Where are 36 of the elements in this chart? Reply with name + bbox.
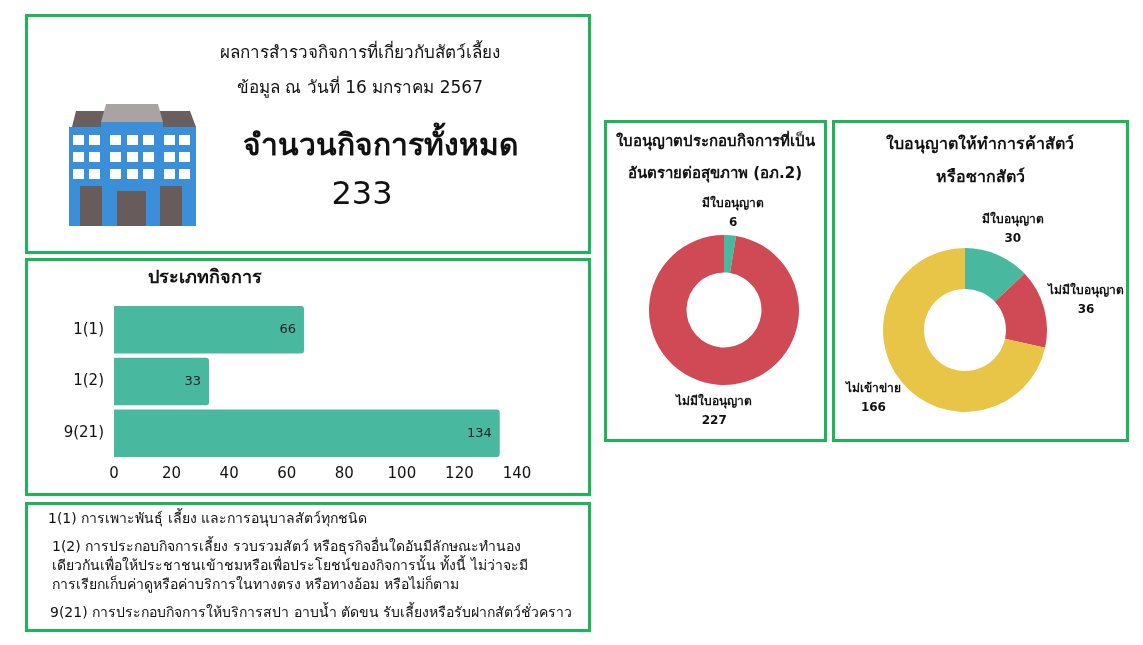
data-label: 134: [466, 424, 492, 440]
data-label: 33: [184, 372, 201, 388]
x-tick-label: 20: [162, 463, 182, 482]
text: 1(2) การประกอบกิจการเลี้ยง รวบรวมสัตว์ หรือธุรกิจอื่นใดอันมีลักษณะทำนองเดียวกันเพื่อให้ประชาชนเข้าชมหรือเพื่อประโยชน์ของกิจการนั้น ทั้งนี้ ไม่ว่าจะมีการเรียกเก็บค่าดูหรือค่าบริการในทางตรง หรือทางอ้อม หรือไม่ก็ตาม: [52, 537, 529, 594]
data-label: 66: [279, 321, 296, 337]
x-tick-label: 60: [277, 463, 297, 482]
x-tick-label: 80: [334, 463, 354, 482]
chart-title: ใบอนุญาตให้ทำการค้าสัตว์หรือซากสัตว์: [885, 133, 1075, 188]
y-tick-label: 9(21): [63, 423, 104, 442]
text: 1(1) การเพาะพันธุ์ เลี้ยง และการอนุบาลสัตว์ทุกชนิด: [48, 509, 368, 527]
y-tick-label: 1(1): [73, 319, 104, 338]
slice-label: มีใบอนุญาต: [702, 194, 765, 211]
data-label: 30: [1004, 231, 1022, 246]
x-tick-label: 120: [445, 463, 474, 482]
bar: [114, 409, 500, 457]
slice-label: มีใบอนุญาต: [981, 211, 1044, 228]
text: ผลการสำรวจกิจการที่เกี่ยวกับสัตว์เลี้ยง: [220, 41, 500, 63]
x-tick-label: 40: [219, 463, 239, 482]
text: ข้อมูล ณ วันที่ 16 มกราคม 2567: [237, 76, 483, 98]
text: 9(21) การประกอบกิจการให้บริการสปา อาบน้ำ ตัดขน รับเลี้ยงหรือรับฝากสัตว์ชั่วคราว: [50, 603, 573, 621]
slice-label: ไม่มีใบอนุญาต: [1046, 282, 1124, 299]
x-tick-label: 140: [502, 463, 532, 482]
data-label: 166: [860, 399, 886, 414]
bar: [114, 357, 209, 406]
chart-title: ใบอนุญาตประกอบกิจการที่เป็นอันตรายต่อสุขภาพ (อภ.2): [614, 129, 816, 185]
text: 233: [331, 173, 393, 214]
x-tick-label: 0: [109, 463, 119, 482]
y-tick-label: 1(2): [73, 371, 104, 390]
x-tick-label: 100: [387, 463, 417, 482]
slice-label: ไม่มีใบอนุญาต: [674, 393, 753, 410]
bar: [114, 306, 304, 354]
data-label: 36: [1077, 302, 1095, 317]
chart-title: ประเภทกิจการ: [148, 265, 262, 288]
data-label: 6: [729, 214, 738, 229]
data-label: 227: [701, 413, 727, 428]
slice-label: ไม่เข้าข่าย: [843, 379, 901, 395]
